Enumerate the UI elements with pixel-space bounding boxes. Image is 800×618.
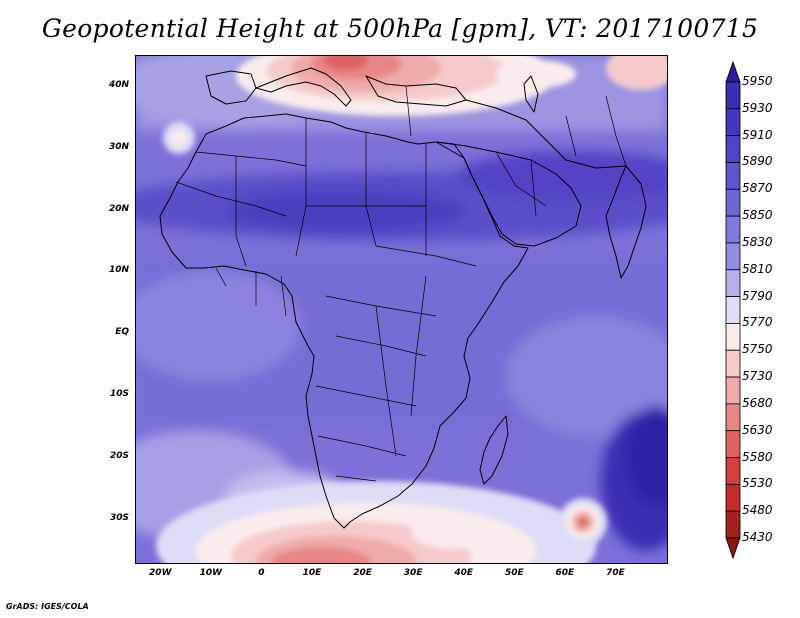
iran-coastline [465, 99, 627, 169]
colorbar-bottom-arrow [725, 537, 741, 560]
colorbar-level-label: 5430 [742, 530, 773, 544]
colorbar-swatch [725, 510, 741, 539]
longitude-label: 40E [454, 568, 474, 578]
height-field-shading [136, 56, 667, 551]
colorbar-level-label: 5870 [742, 181, 773, 196]
coastlines [159, 67, 647, 529]
colorbar-level-label: 5890 [742, 154, 773, 169]
colorbar-swatch [725, 242, 741, 271]
colorbar [725, 60, 741, 560]
colorbar-swatch [725, 162, 741, 190]
canary-cutoff [163, 122, 195, 154]
colorbar-level-label: 5830 [742, 234, 773, 249]
colorbar-level-label: 5750 [742, 342, 773, 357]
colorbar-swatch [725, 108, 741, 137]
iberia-coastline [205, 70, 257, 105]
latitude-label: 10N [108, 265, 129, 276]
longitude-label: 60E [555, 568, 575, 578]
longitude-label: 30E [403, 568, 423, 578]
longitude-label: 50E [504, 568, 524, 578]
latitude-label: 20N [108, 203, 129, 214]
country-borders [175, 85, 627, 482]
colorbar-swatch [725, 188, 741, 217]
colorbar-level-label: 5770 [742, 315, 773, 330]
latitude-label: 10S [109, 389, 129, 400]
latitude-label: EQ [115, 327, 129, 338]
north-trough [236, 56, 667, 116]
colorbar-swatch [725, 81, 741, 110]
colorbar-level-label: 5730 [742, 369, 773, 384]
colorbar-level-label: 5530 [742, 476, 773, 491]
map-panel [135, 55, 668, 564]
colorbar-swatch [725, 457, 741, 485]
latitude-label: 30S [109, 512, 129, 523]
longitude-label: 20W [149, 568, 172, 578]
latitude-label: 30N [108, 141, 129, 152]
europe-coastline [255, 67, 352, 107]
colorbar-swatch [725, 296, 741, 324]
arabia-coastline [435, 141, 582, 247]
latitude-label: 20S [109, 450, 129, 461]
colorbar-level-label: 5950 [742, 74, 773, 88]
colorbar-level-label: 5580 [742, 449, 773, 464]
colorbar-swatch [725, 135, 741, 163]
colorbar-level-label: 5790 [742, 288, 773, 303]
africa-coastline [159, 113, 529, 529]
colorbar-level-label: 5810 [742, 261, 773, 276]
longitude-label: 10E [302, 568, 322, 578]
indian-ocean-low [559, 498, 607, 546]
colorbar-swatch [725, 403, 741, 432]
latitude-label: 40N [108, 79, 129, 90]
colorbar-swatch [725, 376, 741, 405]
colorbar-top-arrow [725, 60, 741, 83]
colorbar-level-label: 5630 [742, 422, 773, 437]
longitude-label: 10W [199, 568, 223, 578]
colorbar-swatch [725, 215, 741, 244]
caspian-coastline [523, 75, 539, 113]
colorbar-level-label: 5910 [742, 127, 773, 142]
longitude-label: 20E [353, 568, 372, 578]
colorbar-swatch [725, 483, 741, 512]
colorbar-level-label: 5680 [742, 395, 773, 410]
colorbar-level-label: 5930 [742, 100, 773, 115]
colorbar-level-label: 5480 [742, 503, 773, 518]
south-trough [156, 481, 596, 563]
colorbar-swatch [725, 430, 741, 458]
india-coastline [605, 165, 647, 279]
colorbar-swatch [725, 349, 741, 378]
colorbar-level-label: 5850 [742, 208, 773, 223]
map-title: Geopotential Height at 500hPa [gpm], VT:… [41, 14, 759, 43]
geopotential-map [136, 56, 667, 563]
grads-credit: GrADS: IGES/COLA [6, 602, 89, 611]
madagascar-coastline [479, 415, 509, 485]
colorbar-swatch [725, 323, 741, 351]
colorbar-swatch [725, 269, 741, 297]
longitude-label: 70E [606, 568, 625, 578]
longitude-label: 0 [258, 568, 265, 578]
